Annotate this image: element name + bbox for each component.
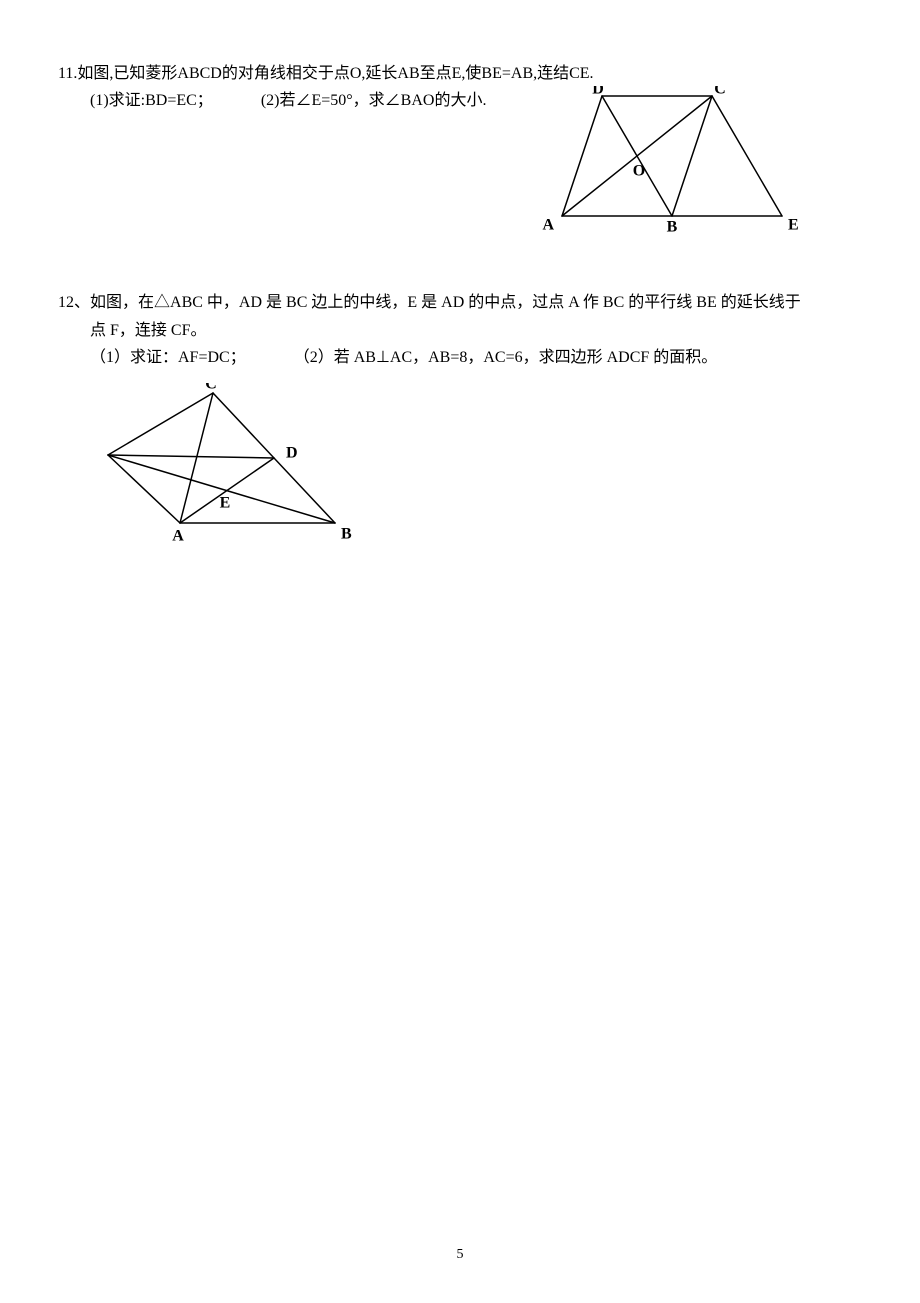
problem-12-part2: （2）若 AB⊥AC，AB=8，AC=6，求四边形 ADCF 的面积。: [294, 344, 718, 371]
problem-12-part1: （1）求证：AF=DC；: [90, 344, 246, 371]
problem-12-stem-row1: 12、 如图，在△ABC 中，AD 是 BC 边上的中线，E 是 AD 的中点，…: [58, 289, 862, 316]
problem-12-parts: （1）求证：AF=DC； （2）若 AB⊥AC，AB=8，AC=6，求四边形 A…: [58, 344, 862, 371]
problem-11-figure: A B E D C O: [542, 86, 862, 241]
page-number: 5: [0, 1247, 920, 1263]
svg-text:B: B: [667, 219, 678, 236]
problem-11-stem: 如图,已知菱形ABCD的对角线相交于点O,延长AB至点E,使BE=AB,连结CE…: [77, 60, 862, 87]
figure-12-svg: FABCDE: [100, 383, 355, 543]
problem-12-stem-row2: 点 F，连接 CF。: [58, 317, 862, 344]
svg-text:B: B: [341, 526, 352, 543]
svg-text:E: E: [788, 217, 799, 234]
problem-11: 11. 如图,已知菱形ABCD的对角线相交于点O,延长AB至点E,使BE=AB,…: [58, 60, 862, 241]
svg-text:D: D: [592, 86, 604, 98]
problem-12-number: 12、: [58, 289, 90, 316]
problem-11-part1: (1)求证:BD=EC；: [90, 87, 213, 114]
problem-11-number: 11.: [58, 60, 77, 87]
svg-text:A: A: [542, 217, 554, 234]
svg-text:C: C: [714, 86, 726, 98]
problem-12-stem-line2: 点 F，连接 CF。: [90, 317, 862, 344]
problem-11-part2: (2)若∠E=50°，求∠BAO的大小.: [261, 87, 487, 114]
problem-12-figure: FABCDE: [100, 383, 862, 548]
svg-text:E: E: [220, 495, 231, 512]
svg-text:A: A: [172, 528, 184, 543]
page: 11. 如图,已知菱形ABCD的对角线相交于点O,延长AB至点E,使BE=AB,…: [0, 0, 920, 1303]
svg-text:C: C: [205, 383, 217, 393]
problem-12-stem-line1: 如图，在△ABC 中，AD 是 BC 边上的中线，E 是 AD 的中点，过点 A…: [90, 289, 862, 316]
svg-text:D: D: [286, 445, 298, 462]
problem-12: 12、 如图，在△ABC 中，AD 是 BC 边上的中线，E 是 AD 的中点，…: [58, 289, 862, 548]
svg-text:O: O: [633, 163, 645, 180]
figure-11-svg: A B E D C O: [542, 86, 810, 236]
problem-11-stem-row: 11. 如图,已知菱形ABCD的对角线相交于点O,延长AB至点E,使BE=AB,…: [58, 60, 862, 87]
